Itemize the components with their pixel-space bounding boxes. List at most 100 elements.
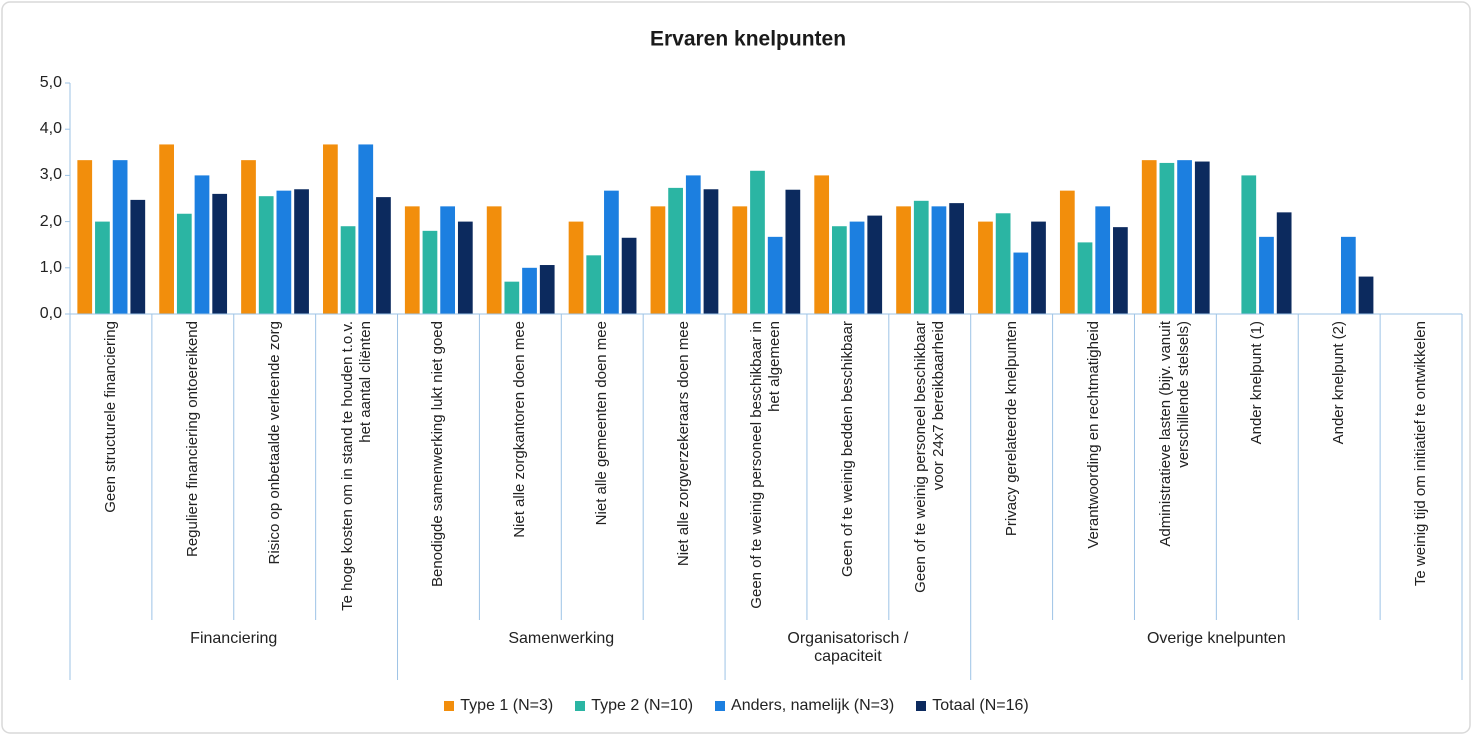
x-tick-label: Niet alle gemeenten doen mee [593,321,611,526]
bar [978,221,993,314]
bar [376,197,391,314]
x-tick-label: Geen of te weinig bedden beschikbaar [838,321,856,578]
bar [750,170,765,314]
legend-item: Type 2 (N=10) [575,697,693,715]
bar [340,226,356,314]
bar [1276,212,1292,314]
x-tick-label: Privacy gerelateerde knelpunten [1002,321,1020,537]
bar [1113,227,1128,314]
legend-item: Type 1 (N=3) [444,697,553,715]
bar [422,230,438,314]
bar [176,213,192,314]
bar [814,175,830,314]
legend-item: Totaal (N=16) [916,697,1029,715]
group-label: Samenwerking [508,630,615,647]
bar [703,189,719,314]
x-tick-label: Geen of te weinig personeel beschikbaar … [911,321,947,593]
bar [504,281,520,314]
legend-swatch [575,701,586,711]
bar [621,237,637,314]
bar [241,160,256,314]
bar [650,206,666,314]
bar [1177,160,1192,314]
legend-item: Anders, namelijk (N=3) [715,697,894,715]
bar [457,221,473,314]
x-tick-label: Risico op onbetaalde verleende zorg [265,321,283,565]
bar [358,144,374,314]
bar [1259,236,1274,314]
bar [949,203,964,314]
bar [539,265,555,314]
bar [522,267,537,314]
x-tick-label: Reguliere financiering ontoereikend [183,321,201,557]
bar [1340,236,1356,314]
bar [896,206,911,314]
bar [931,206,947,314]
bar [604,190,619,314]
x-tick-label: Ander knelpunt (1) [1248,321,1266,445]
bar [1194,161,1210,314]
x-tick-label: Benodigde samenwerking lukt niet goed [429,321,447,588]
bar [568,221,584,314]
legend-label: Totaal (N=16) [932,697,1029,714]
y-tick-label: 2,0 [39,212,62,230]
bar [1141,160,1157,314]
bar [258,196,274,314]
chart-title: Ervaren knelpunten [650,28,846,51]
bar [323,144,338,314]
x-tick-label: Ander knelpunt (2) [1330,321,1348,445]
bar [1159,162,1175,314]
group-label: Overige knelpunten [1146,630,1286,647]
x-tick-label: Geen structurele financiering [101,321,119,513]
x-tick-label: Administratieve lasten (bijv. vanuit ver… [1157,321,1193,547]
bar [785,189,801,314]
legend-swatch [444,701,455,711]
legend-label: Anders, namelijk (N=3) [731,697,895,714]
bar [1059,190,1075,314]
legend-label: Type 1 (N=3) [460,697,554,714]
legend-label: Type 2 (N=10) [591,697,694,714]
bar [77,160,93,314]
x-tick-label: Niet alle zorgkantoren doen mee [511,321,529,538]
group-label: Organisatorisch / capaciteit [787,630,909,665]
bar [913,200,929,314]
x-tick-label: Te weinig tijd om initiatief te ontwikke… [1412,321,1430,587]
bar [586,255,602,314]
bar [212,193,228,314]
y-tick-label: 1,0 [39,258,62,276]
bar [112,160,128,314]
bar [276,190,292,314]
y-tick-label: 5,0 [39,74,62,91]
bar [130,199,146,314]
legend: Type 1 (N=3) Type 2 (N=10) Anders, namelij… [0,697,1473,715]
bar [1077,242,1093,314]
legend-swatch [715,701,726,711]
bar [294,189,309,314]
bar [404,206,420,314]
bar [486,206,502,314]
x-tick-label: Geen of te weinig personeel beschikbaar … [748,321,783,609]
bar [849,221,865,314]
bar [194,175,210,314]
bar [1013,252,1029,314]
bar [1241,175,1257,314]
group-label: Financiering [190,630,278,647]
x-tick-label: Verantwoording en rechtmatigheid [1084,321,1102,549]
legend-swatch [916,701,927,711]
bar [440,206,456,314]
y-tick-label: 3,0 [39,166,62,184]
bar [1095,206,1111,314]
bar [668,187,683,314]
bar [732,206,748,314]
y-tick-label: 4,0 [39,120,62,138]
bar [867,215,883,314]
x-tick-label: Te hoge kosten om in stand te houden t.o… [338,321,374,611]
bar [1358,276,1374,314]
y-tick-label: 0,0 [39,305,62,322]
bar [831,226,847,314]
bar [1031,221,1046,314]
bar [685,175,701,314]
bar [159,144,174,314]
